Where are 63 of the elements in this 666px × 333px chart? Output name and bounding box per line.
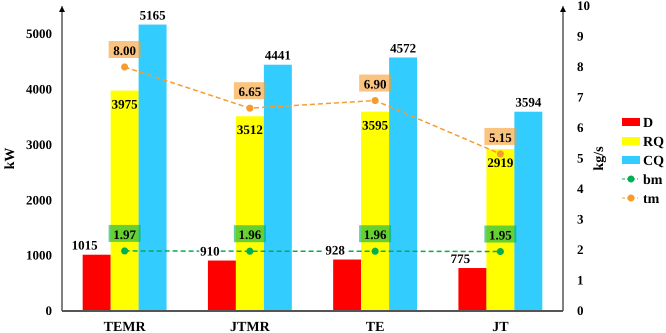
bar bbox=[138, 24, 167, 311]
data-label: 3512 bbox=[236, 122, 263, 138]
data-label: 3594 bbox=[515, 94, 542, 110]
bar bbox=[389, 57, 418, 311]
legend-label: D bbox=[643, 116, 654, 131]
data-label: 6.65 bbox=[238, 84, 262, 100]
bar bbox=[514, 112, 542, 311]
y-tick-label: 2000 bbox=[26, 192, 52, 208]
x-tick-label: TE bbox=[366, 320, 384, 333]
y-tick-label: 3000 bbox=[26, 136, 52, 152]
data-label: 3595 bbox=[362, 118, 389, 133]
data-label: 8.00 bbox=[113, 43, 136, 58]
bar bbox=[208, 260, 236, 311]
y2-tick-label: 5 bbox=[577, 150, 584, 166]
x-tick-label: JTMR bbox=[230, 320, 271, 333]
point bbox=[372, 96, 379, 104]
y2-tick-label: 4 bbox=[577, 181, 584, 196]
y2-tick-label: 3 bbox=[577, 212, 584, 227]
y2-tick-label: 7 bbox=[577, 90, 584, 105]
bar bbox=[333, 260, 362, 311]
point bbox=[121, 247, 128, 254]
y2-tick-label: 9 bbox=[577, 28, 584, 44]
data-label: 4572 bbox=[390, 40, 416, 56]
point bbox=[121, 63, 128, 71]
bar bbox=[264, 64, 292, 311]
y2-axis-title: kg/s bbox=[592, 146, 607, 171]
bar bbox=[458, 268, 486, 311]
y-tick-label: 5000 bbox=[26, 26, 52, 41]
data-label: 775 bbox=[450, 251, 471, 266]
legend-label: bm bbox=[643, 173, 663, 188]
data-label: 6.90 bbox=[364, 76, 386, 92]
y2-tick-label: 6 bbox=[577, 120, 584, 136]
y2-tick-label: 8 bbox=[577, 59, 584, 74]
legend-label: CQ bbox=[643, 154, 664, 169]
y-axis-title: kW bbox=[3, 148, 18, 170]
data-label: 5.15 bbox=[489, 130, 512, 145]
data-label: 4441 bbox=[264, 48, 291, 63]
y-tick-label: 4000 bbox=[26, 81, 52, 96]
y2-tick-label: 10 bbox=[577, 0, 590, 14]
data-label: 1.97 bbox=[113, 226, 136, 242]
legend-label: RQ bbox=[643, 135, 664, 150]
data-label: 1.95 bbox=[489, 228, 512, 243]
point bbox=[496, 150, 504, 158]
point bbox=[496, 248, 504, 256]
y2-tick-label: 1 bbox=[577, 272, 584, 288]
x-tick-label: TEMR bbox=[104, 320, 147, 333]
data-label: 1.96 bbox=[238, 227, 262, 242]
point bbox=[246, 248, 254, 255]
point bbox=[372, 248, 379, 255]
bar bbox=[82, 254, 111, 311]
data-label: 1.96 bbox=[364, 227, 387, 242]
y-tick-label: 0 bbox=[46, 303, 52, 318]
data-label: 5165 bbox=[140, 8, 166, 23]
data-label: 1015 bbox=[72, 238, 98, 253]
legend-label: tm bbox=[643, 192, 660, 207]
data-label: 3975 bbox=[112, 96, 138, 112]
y2-tick-label: 0 bbox=[577, 303, 584, 318]
x-tick-label: JT bbox=[492, 320, 510, 333]
data-label: 2919 bbox=[487, 155, 514, 170]
y2-tick-label: 2 bbox=[577, 242, 584, 258]
data-label: 910 bbox=[200, 244, 220, 259]
y-tick-label: 1000 bbox=[26, 248, 52, 263]
point bbox=[246, 104, 254, 112]
